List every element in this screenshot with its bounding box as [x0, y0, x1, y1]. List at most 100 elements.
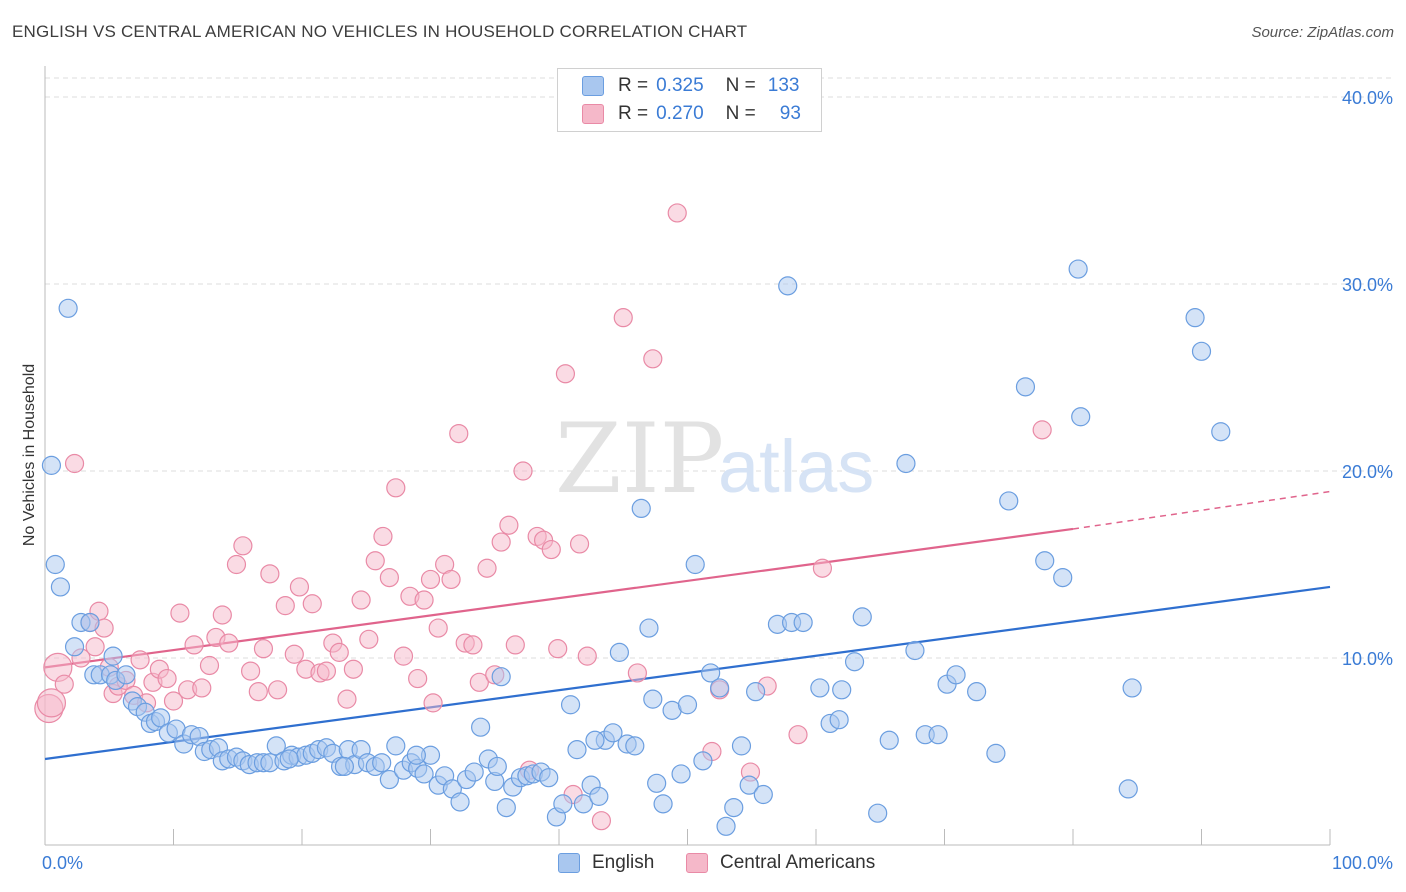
- central-point: [643, 349, 663, 369]
- english-swatch: [558, 853, 580, 873]
- y-tick-label: 10.0%: [1342, 649, 1393, 669]
- central-point: [541, 539, 561, 560]
- english-point: [852, 607, 872, 627]
- english-point: [487, 756, 507, 777]
- english-point: [999, 491, 1019, 511]
- english-point: [1191, 341, 1212, 361]
- central-point: [463, 635, 483, 655]
- n-value: 93: [779, 103, 801, 124]
- central-point: [163, 691, 184, 711]
- n-label: N =: [725, 103, 756, 124]
- english-point: [896, 453, 916, 474]
- english-point: [450, 792, 470, 812]
- english-point: [677, 695, 698, 715]
- english-point: [334, 756, 355, 777]
- english-point: [151, 708, 171, 728]
- central-point: [513, 461, 533, 481]
- english-point: [753, 784, 773, 805]
- central-point: [199, 655, 220, 676]
- central-point: [241, 661, 261, 681]
- central-point: [302, 594, 322, 614]
- central-point: [414, 590, 434, 610]
- central-swatch: [582, 104, 604, 124]
- central-point: [64, 453, 85, 474]
- english-point: [716, 816, 736, 836]
- english-point: [603, 723, 623, 743]
- central-point: [130, 650, 150, 670]
- english-point: [45, 554, 65, 575]
- english-point: [116, 665, 136, 685]
- central-trend-extension: [1072, 490, 1331, 530]
- english-point: [946, 665, 966, 685]
- legend-item-english: English: [558, 852, 654, 874]
- central-point: [184, 635, 204, 655]
- english-point: [379, 769, 399, 790]
- english-point: [685, 554, 705, 575]
- watermark-atlas: atlas: [718, 425, 874, 508]
- english-points: [41, 259, 1231, 836]
- english-point: [778, 276, 798, 296]
- watermark: ZIP atlas: [555, 403, 874, 515]
- english-point: [905, 640, 925, 661]
- central-point: [260, 564, 280, 584]
- english-point: [1015, 377, 1036, 397]
- english-point: [829, 710, 849, 730]
- english-point: [414, 764, 434, 784]
- english-point: [928, 725, 948, 745]
- legend-label-central: Central Americans: [720, 852, 876, 873]
- central-point: [1032, 420, 1052, 440]
- central-point: [85, 637, 105, 657]
- central-point: [449, 424, 469, 444]
- central-point: [491, 532, 511, 552]
- central-point: [157, 668, 177, 689]
- central-point: [373, 526, 393, 547]
- central-point: [248, 682, 268, 702]
- central-point: [365, 551, 385, 571]
- central-point: [441, 569, 461, 590]
- r-label: R =: [618, 103, 649, 124]
- central-point: [667, 203, 687, 223]
- english-point: [585, 730, 605, 750]
- english-point: [464, 762, 484, 782]
- english-point: [643, 689, 663, 709]
- english-point: [731, 736, 752, 756]
- english-point: [1122, 678, 1142, 698]
- central-point: [477, 558, 497, 578]
- central-point: [267, 680, 288, 700]
- central-point: [469, 672, 489, 692]
- central-point: [170, 603, 190, 623]
- english-point: [1118, 779, 1138, 799]
- english-point: [560, 695, 581, 715]
- central-point: [226, 554, 247, 575]
- x-tick-label: 100.0%: [1332, 853, 1393, 873]
- english-point: [693, 751, 713, 771]
- english-point: [844, 652, 865, 672]
- english-point: [879, 730, 899, 750]
- english-point: [386, 736, 406, 756]
- english-point: [279, 749, 299, 769]
- english-point: [50, 577, 71, 597]
- english-point: [967, 682, 987, 702]
- series-legend: English Central Americans: [0, 850, 1406, 880]
- central-swatch: [686, 853, 708, 873]
- english-point: [1211, 422, 1231, 442]
- central-point: [591, 811, 612, 831]
- english-point: [471, 717, 491, 737]
- x-tick-label: 0.0%: [42, 853, 83, 873]
- chart-title: ENGLISH VS CENTRAL AMERICAN NO VEHICLES …: [12, 22, 748, 41]
- legend-label-english: English: [592, 852, 655, 873]
- english-point: [539, 768, 559, 788]
- central-point: [613, 308, 633, 328]
- english-point: [625, 736, 645, 756]
- english-point: [724, 797, 744, 818]
- english-point: [567, 740, 587, 760]
- central-point: [505, 635, 525, 655]
- english-point: [372, 753, 392, 773]
- english-point: [810, 678, 830, 698]
- central-point: [548, 639, 568, 659]
- stats-row-central: R = 0.270 N = 93: [582, 102, 801, 126]
- y-tick-label: 40.0%: [1342, 88, 1393, 108]
- english-point: [631, 498, 651, 518]
- watermark-zip: ZIP: [555, 403, 724, 515]
- english-point: [1053, 567, 1073, 588]
